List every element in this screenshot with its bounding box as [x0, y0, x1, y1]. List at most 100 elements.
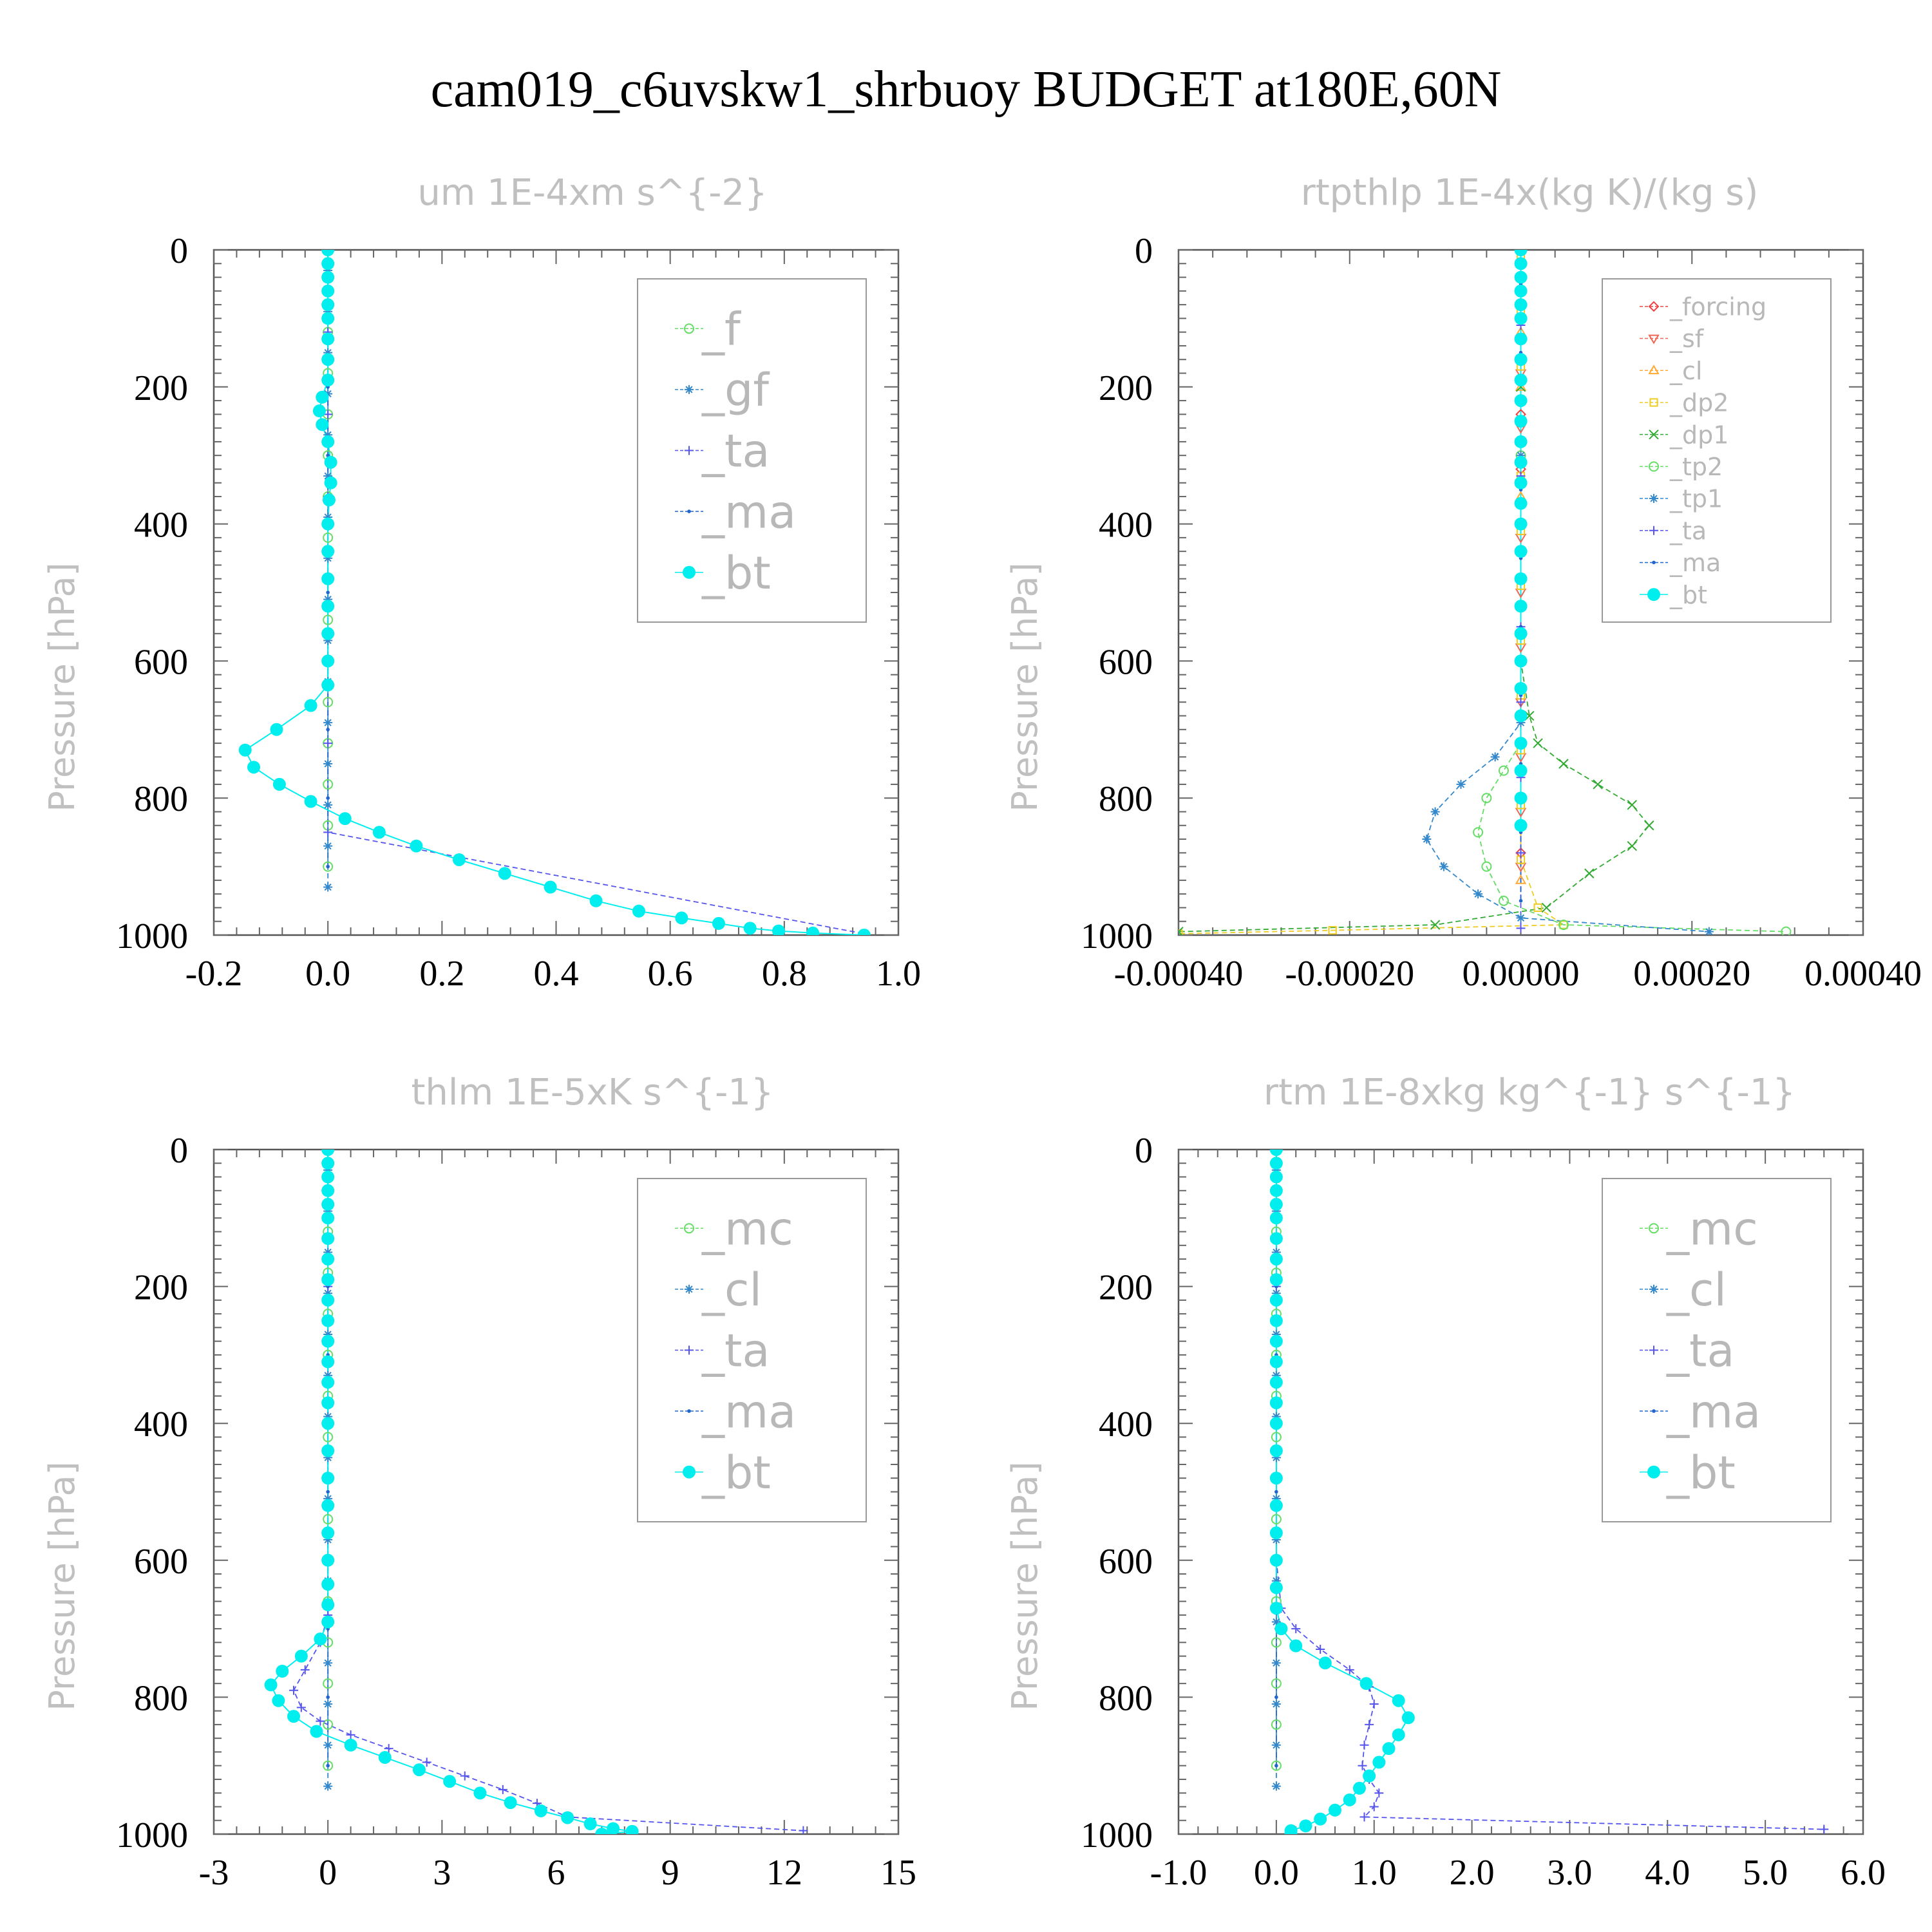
- x-tick-label: 0.0: [1254, 1853, 1299, 1893]
- data-point-cl: [323, 1700, 333, 1709]
- data-point-ta: [1369, 1700, 1379, 1709]
- x-tick-label: 0.0: [305, 954, 350, 994]
- data-point-bt: [321, 545, 335, 558]
- data-point-bt: [321, 1417, 335, 1430]
- data-point-bt: [321, 435, 335, 448]
- data-point-bt: [1514, 572, 1528, 585]
- data-point-bt: [264, 1678, 278, 1692]
- data-point-dp2: [1179, 929, 1183, 935]
- data-point-bt: [1514, 819, 1528, 832]
- data-point-bt: [321, 1170, 335, 1184]
- data-point-bt: [321, 1526, 335, 1540]
- data-point-bt: [595, 1828, 609, 1834]
- data-point-ta: [460, 1771, 469, 1781]
- data-point-ta: [323, 739, 333, 748]
- y-axis-label-thlm: Pressure [hPa]: [42, 1461, 82, 1710]
- legend-marker: [683, 565, 696, 579]
- panel-um: um 1E-4xm s^{-2} Pressure [hPa] -0.2 0.0 0…: [42, 172, 921, 994]
- y-tick-label: 0: [1135, 1131, 1153, 1171]
- x-tick-label: 5.0: [1743, 1853, 1788, 1893]
- data-point-bt: [1514, 517, 1528, 531]
- data-point-cl: [323, 1494, 333, 1504]
- plot-area-um: -0.2 0.0 0.2 0.4 0.6 0.8 1.0 0 200 400 600 800 1000 _…: [116, 231, 921, 994]
- data-point-tp1: [1704, 927, 1714, 935]
- legend-marker: [1649, 494, 1658, 504]
- legend-marker: [687, 509, 691, 513]
- data-point-bt: [321, 1615, 335, 1629]
- legend-marker: [1647, 1465, 1660, 1479]
- data-point-ta: [1291, 1624, 1301, 1634]
- data-point-bt: [1514, 312, 1528, 325]
- legend-label: _ta: [701, 425, 770, 478]
- data-point-bt: [321, 1198, 335, 1211]
- data-point-cl: [323, 1658, 333, 1668]
- x-tick-label: 6: [547, 1853, 565, 1893]
- data-point-dp1: [1541, 902, 1552, 913]
- data-point-gf: [323, 471, 333, 481]
- data-point-mc: [1271, 1514, 1282, 1525]
- data-point-mc: [323, 1432, 334, 1443]
- series-layer: [1269, 1150, 1829, 1834]
- legend-label: _cl: [1669, 357, 1702, 385]
- y-tick-label: 400: [134, 1405, 188, 1444]
- data-point-bt: [1514, 394, 1528, 408]
- data-point-bt: [1269, 1211, 1283, 1225]
- data-point-gf: [323, 882, 333, 892]
- data-point-bt: [321, 1499, 335, 1512]
- data-point-bt: [1514, 353, 1528, 366]
- x-tick-label: 6.0: [1841, 1853, 1886, 1893]
- data-point-bt: [1269, 1553, 1283, 1567]
- data-point-bt: [1269, 1444, 1283, 1457]
- figure-title: cam019_c6uvskw1_shrbuoy BUDGET at180E,60…: [431, 61, 1502, 118]
- y-tick-label: 800: [134, 1678, 188, 1718]
- y-tick-label: 400: [1099, 1405, 1153, 1444]
- data-point-ta: [498, 1785, 507, 1794]
- data-point-bt: [443, 1775, 457, 1788]
- data-point-gf: [323, 636, 333, 645]
- data-point-tp2: [1558, 920, 1569, 931]
- data-point-cl: [1271, 1412, 1281, 1421]
- y-tick-label: 1000: [116, 1815, 188, 1855]
- legend-marker: [1649, 398, 1658, 407]
- y-tick-label: 600: [1099, 1542, 1153, 1582]
- legend-marker: [1649, 1345, 1658, 1355]
- data-point-bt: [321, 1355, 335, 1368]
- data-point-bt: [1269, 1396, 1283, 1410]
- data-point-bt: [1318, 1656, 1332, 1670]
- data-point-bt: [1514, 374, 1528, 387]
- data-point-bt: [1514, 627, 1528, 640]
- x-tick-label: 0.4: [534, 954, 579, 994]
- data-point-bt: [321, 1444, 335, 1457]
- legend-label: _ma: [701, 486, 796, 538]
- data-point-tp1: [1439, 862, 1448, 871]
- data-point-ta: [1358, 1761, 1367, 1770]
- data-point-dp1: [1593, 779, 1603, 790]
- data-point-bt: [321, 1376, 335, 1389]
- data-point-cl: [1271, 1781, 1281, 1791]
- data-point-ta: [1365, 1719, 1374, 1729]
- legend-marker: [685, 1345, 694, 1355]
- data-point-cl: [323, 1453, 333, 1463]
- data-point-bt: [312, 404, 326, 418]
- data-point-mc: [1271, 1719, 1282, 1730]
- data-point-cl: [1271, 1330, 1281, 1340]
- panel-title-rtm: rtm 1E-8xkg kg^{-1} s^{-1}: [1264, 1072, 1795, 1113]
- legend-marker: [684, 1223, 694, 1234]
- data-point-bt: [321, 1578, 335, 1591]
- data-point-bt: [1269, 1253, 1283, 1266]
- data-point-bt: [410, 839, 423, 853]
- legend-label: _tp2: [1669, 453, 1723, 481]
- data-point-ta: [1374, 1788, 1384, 1798]
- data-point-cl: [1271, 1740, 1281, 1750]
- data-point-gf: [323, 841, 333, 851]
- y-tick-label: 0: [170, 231, 188, 271]
- data-point-ta: [289, 1685, 299, 1695]
- data-point-bt: [1269, 1417, 1283, 1430]
- data-point-bt: [1514, 257, 1528, 270]
- data-point-bt: [276, 1665, 289, 1678]
- data-point-ta: [384, 1744, 393, 1754]
- data-point-bt: [321, 572, 335, 585]
- data-point-dp1: [1584, 868, 1595, 878]
- data-point-dp2: [1328, 925, 1337, 935]
- data-point-tp1: [1473, 889, 1483, 899]
